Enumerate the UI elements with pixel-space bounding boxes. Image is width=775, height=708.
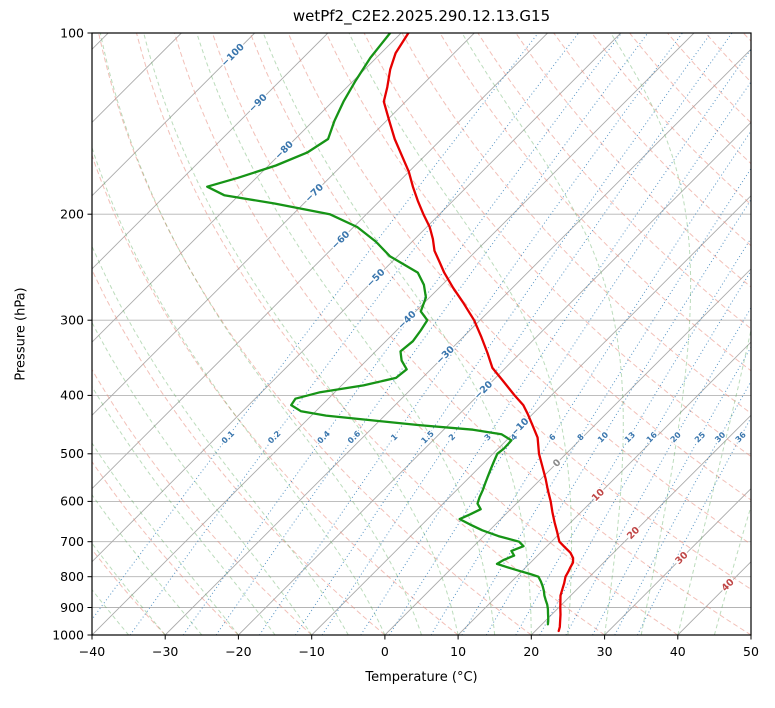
svg-text:20: 20: [523, 644, 539, 659]
svg-text:10: 10: [450, 644, 466, 659]
svg-text:100: 100: [60, 25, 84, 40]
svg-text:300: 300: [60, 313, 84, 328]
isotherms: [92, 33, 751, 635]
y-tick-labels: 100 200 300 400 500 600 700 800 900 1000: [52, 25, 84, 642]
svg-text:0: 0: [381, 644, 389, 659]
svg-text:−30: −30: [152, 644, 178, 659]
x-tick-labels: −40 −30 −20 −10 0 10 20 30 40 50: [79, 644, 759, 659]
y-axis-label: Pressure (hPa): [13, 287, 29, 381]
svg-text:50: 50: [743, 644, 759, 659]
plot-frame: [91, 32, 752, 636]
moist-adiabats: [92, 33, 751, 635]
svg-text:40: 40: [670, 644, 686, 659]
x-axis-label: Temperature (°C): [365, 670, 478, 685]
svg-text:800: 800: [60, 569, 84, 584]
chart-title: wetPf2_C2E2.2025.290.12.13.G15: [292, 7, 551, 25]
svg-text:1000: 1000: [52, 627, 84, 642]
svg-text:600: 600: [60, 494, 84, 509]
svg-text:700: 700: [60, 534, 84, 549]
pressure-gridlines: [92, 33, 751, 635]
dewpoint-curve: [206, 33, 550, 626]
svg-text:500: 500: [60, 446, 84, 461]
svg-text:200: 200: [60, 207, 84, 222]
svg-text:30: 30: [597, 644, 613, 659]
svg-text:−40: −40: [79, 644, 105, 659]
x-axis-ticks: [91, 635, 752, 640]
svg-text:400: 400: [60, 388, 84, 403]
temperature-curve: [382, 33, 575, 633]
svg-text:900: 900: [60, 600, 84, 615]
mixing-ratio-lines: [92, 33, 751, 635]
svg-text:−10: −10: [299, 644, 325, 659]
y-axis-ticks: [87, 32, 92, 636]
svg-text:−20: −20: [225, 644, 251, 659]
